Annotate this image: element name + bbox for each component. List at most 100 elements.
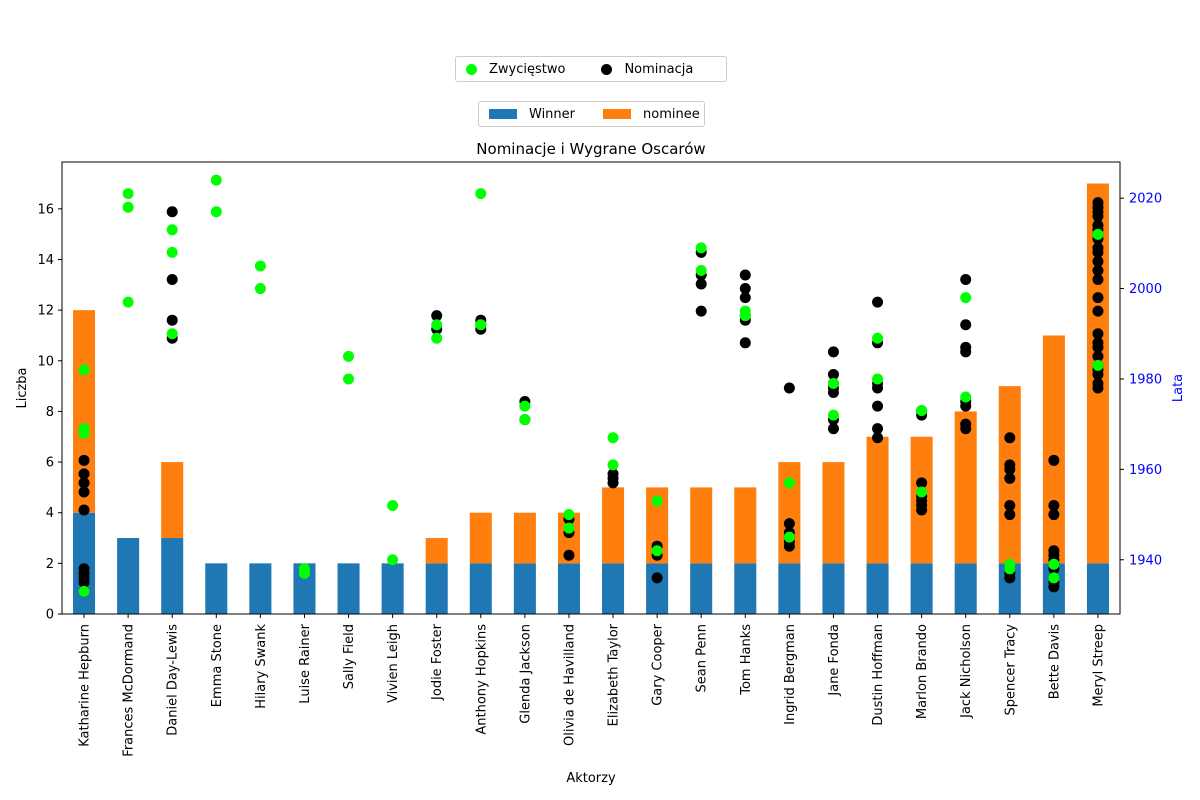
winner-bar-17: [822, 563, 845, 614]
y2-tick-label-1940: 1940: [1129, 553, 1162, 568]
nomination-point-2-2: [166, 274, 178, 286]
legend-label-nominee: nominee: [643, 106, 700, 122]
bar-legend: Winner nominee: [478, 101, 705, 127]
nomination-point-20-5: [960, 341, 972, 353]
win-point-23-0: [1092, 359, 1104, 371]
winner-bar-23: [1086, 563, 1109, 614]
nomination-point-23-19: [1092, 219, 1104, 231]
win-point-8-1: [431, 319, 443, 331]
win-point-7-1: [387, 500, 399, 512]
nomination-point-15-5: [739, 269, 751, 281]
nomination-point-15-3: [739, 292, 751, 304]
nomination-point-23-13: [1092, 255, 1104, 267]
y-axis-label: Liczba: [15, 367, 30, 408]
x-tick-label-17: Jane Fonda: [827, 624, 842, 697]
y-tick-label-6: 6: [46, 456, 54, 471]
win-point-2-2: [166, 224, 178, 236]
nomination-point-16-4: [783, 518, 795, 530]
win-point-23-1: [1092, 228, 1104, 240]
nomination-point-22-8: [1048, 509, 1060, 521]
win-point-1-1: [122, 201, 134, 213]
win-point-0-3: [78, 364, 90, 376]
win-point-17-1: [827, 377, 839, 389]
x-tick-label-23: Meryl Streep: [1091, 624, 1106, 707]
winner-bar-6: [337, 563, 360, 614]
nomination-point-20-7: [960, 274, 972, 286]
x-tick-label-20: Jack Nicholson: [959, 624, 974, 719]
y-tick-label-16: 16: [37, 202, 54, 217]
win-point-17-0: [827, 409, 839, 421]
x-tick-label-15: Tom Hanks: [739, 624, 754, 696]
win-point-2-0: [166, 328, 178, 340]
nomination-point-22-7: [1048, 545, 1060, 557]
win-point-3-1: [210, 174, 222, 186]
nomination-point-21-5: [1004, 472, 1016, 484]
x-tick-label-16: Ingrid Bergman: [783, 624, 798, 725]
nomination-point-17-5: [827, 368, 839, 380]
y-tick-label-12: 12: [37, 304, 54, 319]
x-tick-label-6: Sally Field: [342, 624, 357, 689]
nominee-bar-0: [73, 310, 96, 513]
win-point-6-0: [343, 373, 355, 385]
y2-tick-label-1980: 1980: [1129, 372, 1162, 387]
black-dot-icon: [601, 63, 613, 75]
x-tick-label-3: Emma Stone: [210, 624, 225, 707]
win-point-12-1: [607, 432, 619, 444]
nomination-point-23-15: [1092, 242, 1104, 254]
winner-bar-2: [161, 538, 184, 614]
nominee-bar-14: [690, 487, 713, 564]
y-tick-label-10: 10: [37, 354, 54, 369]
nomination-point-18-1: [872, 423, 884, 435]
y-tick-label-14: 14: [37, 253, 54, 268]
nomination-point-22-10: [1048, 454, 1060, 466]
x-tick-label-4: Hilary Swank: [254, 624, 269, 709]
nomination-point-16-5: [783, 382, 795, 394]
nominee-bar-22: [1042, 335, 1065, 564]
nomination-point-18-5: [872, 296, 884, 308]
winner-bar-21: [998, 563, 1021, 614]
win-point-10-0: [519, 414, 531, 426]
nomination-point-2-3: [166, 206, 178, 218]
winner-bar-18: [866, 563, 889, 614]
y2-tick-label-2020: 2020: [1129, 192, 1162, 207]
winner-bar-16: [778, 563, 801, 614]
nomination-point-15-4: [739, 283, 751, 295]
nominee-bar-9: [469, 512, 492, 564]
legend-item-wins: Zwycięstwo: [466, 62, 565, 77]
nomination-point-13-0: [651, 572, 663, 584]
x-tick-label-19: Marlon Brando: [915, 624, 930, 719]
winner-bar-14: [690, 563, 713, 614]
win-point-11-0: [563, 522, 575, 534]
winner-bar-19: [910, 563, 933, 614]
bars-layer: [73, 183, 1109, 614]
nomination-point-0-4: [78, 504, 90, 516]
y-tick-label-0: 0: [46, 608, 54, 623]
win-point-22-0: [1048, 572, 1060, 584]
win-point-10-1: [519, 400, 531, 412]
win-point-0-0: [78, 585, 90, 597]
win-point-19-1: [916, 405, 928, 417]
nomination-point-23-1: [1092, 377, 1104, 389]
win-point-20-0: [960, 391, 972, 403]
win-point-4-0: [254, 283, 266, 295]
legend-item-nominee: nominee: [603, 107, 700, 122]
x-tick-label-2: Daniel Day-Lewis: [166, 624, 181, 736]
winner-bar-15: [734, 563, 757, 614]
nominee-bar-20: [954, 411, 977, 564]
nomination-point-18-6: [872, 382, 884, 394]
left-axis: 0 2 4 6 8 10 12 14 16: [37, 202, 62, 623]
y-tick-label-2: 2: [46, 557, 54, 572]
nominee-bar-10: [513, 512, 536, 564]
y2-tick-label-1960: 1960: [1129, 463, 1162, 478]
nomination-point-15-0: [739, 337, 751, 349]
nomination-point-23-23: [1092, 197, 1104, 209]
win-point-0-2: [78, 423, 90, 435]
nomination-point-18-0: [872, 432, 884, 444]
x-tick-label-21: Spencer Tracy: [1003, 624, 1018, 716]
win-point-16-1: [783, 477, 795, 489]
nomination-point-23-11: [1092, 274, 1104, 286]
nomination-point-0-5: [78, 486, 90, 498]
nomination-point-11-0: [563, 549, 575, 561]
nomination-point-0-7: [78, 468, 90, 480]
green-dot-icon: [466, 63, 477, 75]
